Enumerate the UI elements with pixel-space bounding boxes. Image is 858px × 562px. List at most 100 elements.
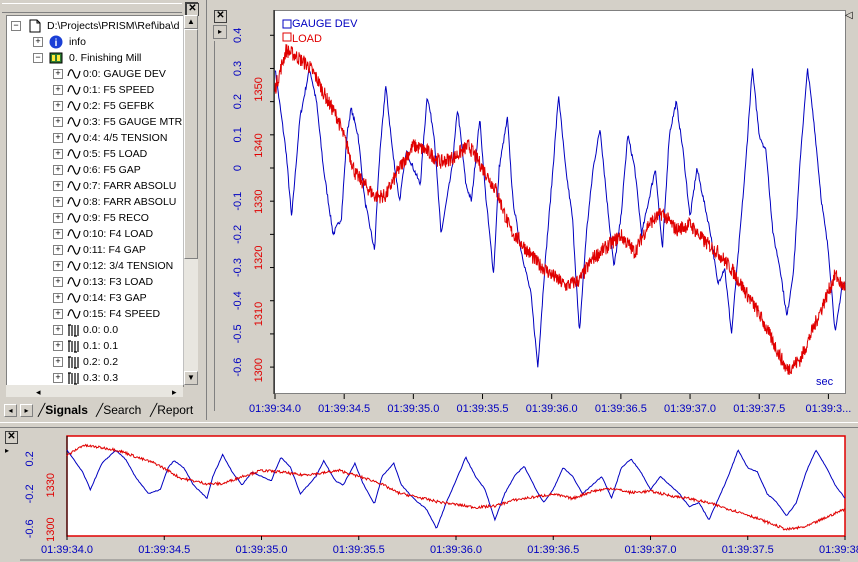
x-axis-tick-label: 01:39:3... [805, 403, 851, 415]
tree-horizontal-scrollbar[interactable]: ◂ ▸ [6, 385, 183, 397]
root-path: D:\Projects\PRISM\Ref\iba\d [47, 20, 180, 32]
signal-label: 0.1: 0.1 [83, 340, 119, 352]
analog-signal-icon [67, 213, 81, 223]
signal-label: 0:9: F5 RECO [83, 212, 149, 224]
close-overview-icon[interactable]: ✕ [5, 431, 18, 444]
signal-label: 0:14: F3 GAP [83, 292, 147, 304]
x-axis-tick-label: 01:39:37.5 [733, 403, 785, 415]
scroll-up-icon[interactable]: ▲ [184, 15, 198, 29]
analog-signal-icon [67, 261, 81, 271]
x-axis-tick-label: 01:39:35.5 [457, 403, 509, 415]
module-icon [49, 52, 63, 64]
digital-signal-icon [68, 324, 79, 337]
expand-icon[interactable]: + [33, 37, 43, 47]
analog-signal-icon [67, 117, 81, 127]
expand-icon[interactable]: + [53, 85, 63, 95]
expand-icon[interactable]: + [53, 117, 63, 127]
expand-icon[interactable]: + [53, 261, 63, 271]
scroll-down-icon[interactable]: ▼ [184, 371, 198, 385]
analog-signal-icon [67, 197, 81, 207]
overview-gauge-tick-label: 0.2 [24, 451, 36, 466]
gauge-axis-tick-label: 0 [232, 165, 244, 171]
analog-signal-icon [67, 229, 81, 239]
analog-signal-icon [67, 245, 81, 255]
info-label: info [69, 36, 86, 48]
gauge-axis-tick-label: -0.4 [232, 291, 244, 310]
scroll-thumb[interactable] [184, 29, 198, 259]
expand-icon[interactable]: + [53, 197, 63, 207]
panel-grip[interactable] [2, 3, 182, 13]
overview-gauge-tick-label: -0.2 [24, 484, 36, 503]
tab-search[interactable]: ╱Search [96, 403, 142, 417]
close-chart-icon[interactable]: ✕ [214, 10, 227, 23]
legend-load-swatch [282, 32, 292, 42]
top-plot-area[interactable] [274, 10, 846, 394]
scroll-right-icon[interactable]: ▸ [172, 387, 177, 397]
signal-label: 0:11: F4 GAP [83, 244, 146, 256]
gauge-dev-series-line [274, 68, 846, 368]
chart-menu-icon[interactable]: ▸ [213, 25, 227, 39]
expand-icon[interactable]: + [53, 133, 63, 143]
tab-prev-icon[interactable]: ◂ [4, 404, 17, 417]
expand-icon[interactable]: + [53, 181, 63, 191]
overview-x-tick-label: 01:39:34.0 [41, 544, 93, 556]
load-series-line [274, 44, 846, 375]
chart-side-divider [214, 41, 215, 411]
gauge-axis-tick-label: 0.4 [232, 28, 244, 43]
analog-signal-icon [67, 165, 81, 175]
load-axis-tick-label: 1310 [253, 302, 265, 326]
signal-label: 0.3: 0.3 [83, 372, 119, 384]
overview-plot-area[interactable] [67, 436, 845, 536]
analog-signal-icon [67, 133, 81, 143]
signal-label: 0:0: GAUGE DEV [83, 68, 166, 80]
signal-label: 0:4: 4/5 TENSION [83, 132, 168, 144]
gauge-axis-tick-label: 0.1 [232, 127, 244, 142]
expand-icon[interactable]: + [53, 293, 63, 303]
analog-signal-icon [67, 149, 81, 159]
expand-icon[interactable]: + [53, 101, 63, 111]
expand-icon[interactable]: + [53, 357, 63, 367]
signal-tree: − D:\Projects\PRISM\Ref\iba\d + i info −… [6, 15, 184, 387]
expand-icon[interactable]: + [53, 245, 63, 255]
expand-icon[interactable]: + [53, 229, 63, 239]
signal-label: 0:7: FARR ABSOLU [83, 180, 177, 192]
tab-next-icon[interactable]: ▸ [20, 404, 33, 417]
overview-x-tick-label: 01:39:34.5 [138, 544, 190, 556]
collapse-legend-icon[interactable]: ◁ [845, 10, 853, 21]
tab-signals[interactable]: ╱Signals [38, 403, 88, 417]
x-axis-tick-label: 01:39:37.0 [664, 403, 716, 415]
tab-signals-label: Signals [45, 403, 88, 417]
scroll-left-icon[interactable]: ◂ [36, 387, 41, 397]
file-icon [29, 19, 41, 33]
expand-icon[interactable]: + [53, 325, 63, 335]
load-axis-tick-label: 1340 [253, 133, 265, 157]
overview-x-tick-label: 01:39:37.0 [625, 544, 677, 556]
tree-vertical-scrollbar[interactable]: ▲ ▼ [183, 15, 198, 385]
analog-signal-icon [67, 293, 81, 303]
overview-menu-icon[interactable]: ▸ [5, 446, 10, 455]
analog-signal-icon [67, 309, 81, 319]
gauge-axis-tick-label: -0.5 [232, 324, 244, 343]
expand-icon[interactable]: + [53, 309, 63, 319]
expand-icon[interactable]: + [53, 341, 63, 351]
expand-icon[interactable]: + [53, 277, 63, 287]
panel-tabs: ◂ ▸ ╱Signals ╱Search ╱Report [0, 400, 206, 420]
gauge-axis-tick-label: 0.3 [232, 61, 244, 76]
top-chart: 0.4 0.3 0.2 0.1 0 -0.1 -0.2 -0.3 -0.4 -0.5 -0.6 135… [232, 10, 851, 415]
analog-signal-icon [67, 277, 81, 287]
overview-load-line [66, 443, 846, 531]
expand-icon[interactable]: + [53, 69, 63, 79]
expand-icon[interactable]: + [53, 149, 63, 159]
tab-report[interactable]: ╱Report [150, 403, 194, 417]
chart-splitter[interactable] [0, 422, 858, 428]
x-axis-tick-label: 01:39:36.5 [595, 403, 647, 415]
collapse-icon[interactable]: − [33, 53, 43, 63]
expand-icon[interactable]: + [53, 373, 63, 383]
digital-signal-icon [68, 356, 79, 369]
expand-icon[interactable]: + [53, 165, 63, 175]
overview-load-tick-label: 1330 [45, 473, 57, 497]
collapse-icon[interactable]: − [11, 21, 21, 31]
analog-signal-icon [67, 85, 81, 95]
expand-icon[interactable]: + [53, 213, 63, 223]
load-axis-tick-label: 1320 [253, 246, 265, 270]
